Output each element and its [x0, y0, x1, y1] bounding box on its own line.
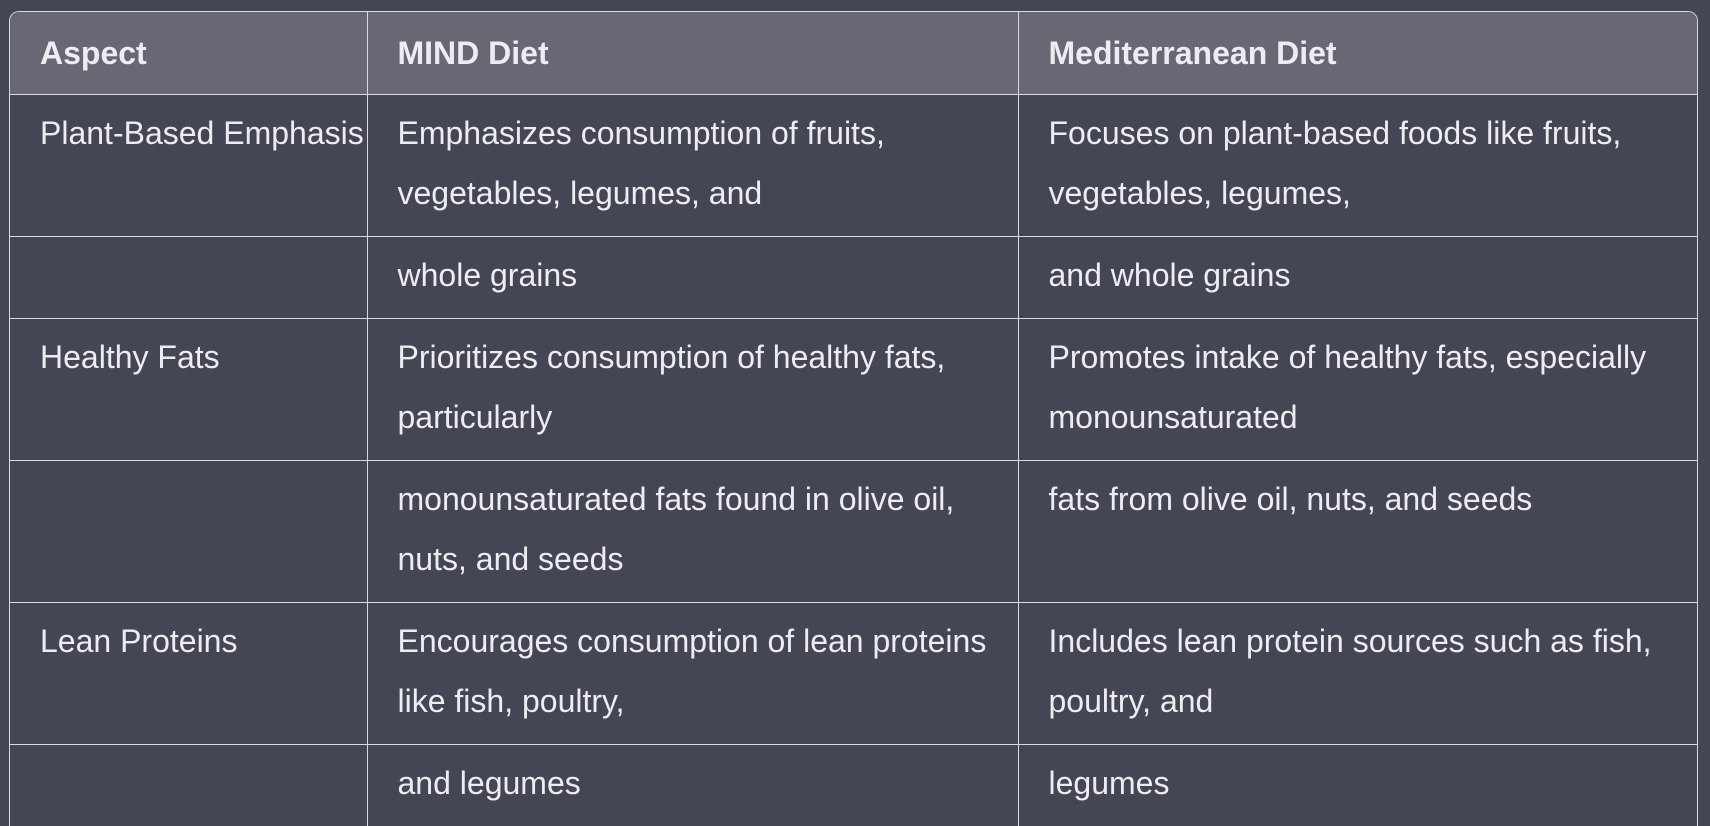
table-header-row: Aspect MIND Diet Mediterranean Diet: [10, 12, 1697, 95]
cell-mind-diet: whole grains: [366, 236, 1019, 319]
header-mediterranean-diet: Mediterranean Diet: [1017, 12, 1697, 95]
cell-mediterranean-diet: fats from olive oil, nuts, and seeds: [1017, 460, 1697, 603]
cell-aspect: [10, 460, 368, 603]
table-row: Lean Proteins Encourages consumption of …: [10, 602, 1697, 745]
cell-aspect: [10, 744, 368, 826]
cell-mediterranean-diet: Promotes intake of healthy fats, especia…: [1017, 318, 1697, 461]
diet-comparison-table: Aspect MIND Diet Mediterranean Diet Plan…: [10, 12, 1697, 826]
cell-mind-diet: Prioritizes consumption of healthy fats,…: [366, 318, 1019, 461]
cell-mind-diet: Encourages consumption of lean proteins …: [366, 602, 1019, 745]
table-row: and legumes legumes: [10, 744, 1697, 826]
cell-mediterranean-diet: legumes: [1017, 744, 1697, 826]
table-row: monounsaturated fats found in olive oil,…: [10, 460, 1697, 603]
comparison-table-container: Aspect MIND Diet Mediterranean Diet Plan…: [9, 11, 1698, 826]
cell-mind-diet: and legumes: [366, 744, 1019, 826]
cell-mediterranean-diet: Includes lean protein sources such as fi…: [1017, 602, 1697, 745]
cell-aspect: [10, 236, 368, 319]
table-row: Healthy Fats Prioritizes consumption of …: [10, 318, 1697, 461]
cell-aspect: Healthy Fats: [10, 318, 368, 461]
table-row: Plant-Based Emphasis Emphasizes consumpt…: [10, 94, 1697, 237]
cell-mediterranean-diet: Focuses on plant-based foods like fruits…: [1017, 94, 1697, 237]
header-aspect: Aspect: [10, 12, 368, 95]
cell-mind-diet: Emphasizes consumption of fruits, vegeta…: [366, 94, 1019, 237]
cell-mediterranean-diet: and whole grains: [1017, 236, 1697, 319]
cell-aspect: Plant-Based Emphasis: [10, 94, 368, 237]
header-mind-diet: MIND Diet: [366, 12, 1019, 95]
table-row: whole grains and whole grains: [10, 236, 1697, 319]
cell-mind-diet: monounsaturated fats found in olive oil,…: [366, 460, 1019, 603]
cell-aspect: Lean Proteins: [10, 602, 368, 745]
